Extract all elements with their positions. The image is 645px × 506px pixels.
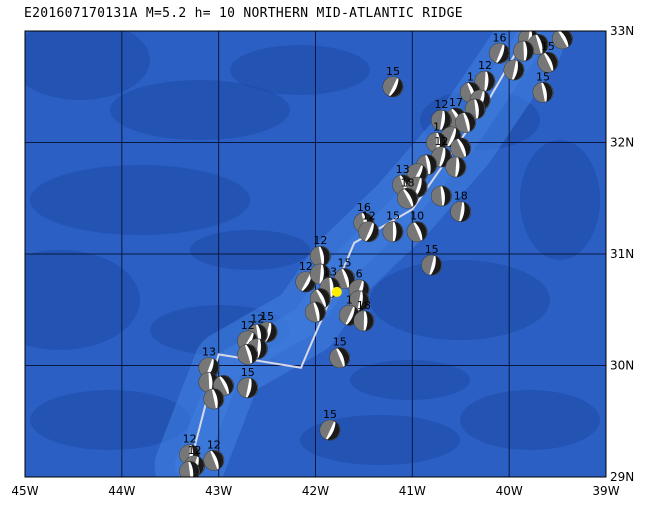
- focal-mechanism: [203, 388, 225, 410]
- latitude-tick-label: 33N: [610, 24, 634, 38]
- depth-label: 12: [522, 17, 536, 30]
- focal-mechanism: [445, 156, 467, 178]
- focal-mechanism: [348, 290, 370, 312]
- depth-label: 15: [536, 70, 550, 83]
- depth-label: 12: [434, 98, 448, 111]
- depth-label: 16: [492, 31, 506, 44]
- bathymetry-patch: [370, 260, 550, 340]
- focal-mechanism: 10: [406, 210, 428, 243]
- latitude-labels: 29N 30N 31N 32N 33N: [610, 24, 634, 484]
- depth-label: 12: [183, 433, 197, 446]
- bathymetry-patch: [350, 360, 470, 400]
- focal-mechanism: 12: [552, 17, 573, 50]
- focal-mechanism: [179, 461, 201, 477]
- depth-label: 10: [410, 210, 424, 223]
- focal-mechanism: [309, 263, 331, 285]
- depth-label: 13: [396, 163, 410, 176]
- focal-mechanism: 15: [237, 366, 259, 399]
- latitude-tick-label: 29N: [610, 470, 634, 484]
- bathymetry-patch: [110, 80, 290, 140]
- depth-label: 15: [425, 243, 439, 256]
- depth-label: 15: [541, 40, 555, 53]
- depth-label: 18: [454, 190, 468, 203]
- depth-label: 18: [357, 299, 371, 312]
- focal-mechanism: 12: [430, 98, 452, 131]
- depth-label: 12: [207, 438, 221, 451]
- depth-label: 16: [357, 201, 371, 214]
- longitude-tick-label: 40W: [496, 484, 523, 498]
- bathymetry-patch: [30, 390, 190, 450]
- focal-mechanism: 13: [198, 346, 220, 379]
- map-frame: [24, 30, 607, 478]
- depth-label: 17: [449, 96, 463, 109]
- depth-label: 15: [241, 366, 255, 379]
- longitude-tick-label: 45W: [11, 484, 38, 498]
- depth-label: 15: [338, 257, 352, 270]
- focal-mechanism: [237, 343, 259, 365]
- longitude-labels: 45W 44W 43W 42W 41W 40W 39W: [11, 484, 619, 498]
- focal-mechanism: [513, 40, 535, 62]
- bathymetry-patch: [25, 31, 150, 100]
- focal-mechanism: [503, 59, 525, 81]
- depth-label: 12: [362, 210, 376, 223]
- map-title: E201607170131A M=5.2 h= 10 NORTHERN MID-…: [24, 6, 463, 21]
- depth-label: 13: [323, 265, 337, 278]
- focal-mechanism: 15: [334, 257, 355, 289]
- bathymetry-patch: [30, 165, 250, 235]
- bathymetry-patch: [25, 250, 140, 350]
- depth-label: 1: [433, 121, 440, 134]
- longitude-tick-label: 39W: [592, 484, 619, 498]
- depth-label: 15: [386, 210, 400, 223]
- focal-mechanism: 15: [537, 40, 559, 73]
- focal-mechanism: [455, 112, 476, 133]
- bathymetry-patch: [230, 45, 370, 95]
- depth-label: 12: [478, 59, 492, 72]
- bathymetry-patch: [190, 230, 310, 270]
- depth-label: 15: [333, 336, 347, 349]
- focal-mechanism: 18: [450, 190, 472, 223]
- focal-mechanism: 15: [382, 65, 404, 98]
- bathymetry-patch: [460, 390, 600, 450]
- depth-label: 1: [467, 70, 474, 83]
- depth-label: 15: [260, 310, 274, 323]
- depth-label: 12: [299, 260, 313, 273]
- focal-mechanism: 15: [329, 336, 351, 369]
- depth-label: 6: [356, 268, 363, 281]
- depth-label: 12: [187, 444, 201, 457]
- bathymetry-patch: [520, 140, 600, 260]
- focal-mechanism: [430, 185, 452, 207]
- epicenter-marker: [331, 286, 342, 297]
- focal-mechanism: 15: [382, 210, 404, 243]
- depth-label: 12: [434, 135, 448, 148]
- focal-mechanism: 15: [421, 243, 443, 276]
- focal-mechanism: 18: [397, 176, 418, 209]
- depth-label: 1: [346, 293, 353, 306]
- latitude-tick-label: 31N: [610, 247, 634, 261]
- longitude-tick-label: 42W: [302, 484, 329, 498]
- focal-mechanism: 15: [319, 408, 341, 441]
- depth-label: 15: [386, 65, 400, 78]
- depth-label: 12: [250, 312, 264, 325]
- depth-label: 12: [241, 319, 255, 332]
- focal-mechanism: [305, 301, 326, 323]
- latitude-tick-label: 32N: [610, 136, 634, 150]
- focal-mechanism: 16: [489, 31, 510, 64]
- longitude-tick-label: 43W: [205, 484, 232, 498]
- depth-label: 13: [202, 346, 216, 359]
- depth-label: 18: [400, 176, 414, 189]
- depth-label: 15: [323, 408, 337, 421]
- focal-mechanism: 12: [203, 438, 225, 471]
- latitude-tick-label: 30N: [610, 359, 634, 373]
- depth-label: 12: [555, 17, 569, 30]
- focal-mechanism: 15: [532, 70, 554, 103]
- longitude-tick-label: 41W: [399, 484, 426, 498]
- focal-mechanism: 12: [358, 210, 380, 243]
- depth-label: 12: [313, 234, 327, 247]
- focal-mechanism: 18: [353, 299, 375, 332]
- longitude-tick-label: 44W: [108, 484, 135, 498]
